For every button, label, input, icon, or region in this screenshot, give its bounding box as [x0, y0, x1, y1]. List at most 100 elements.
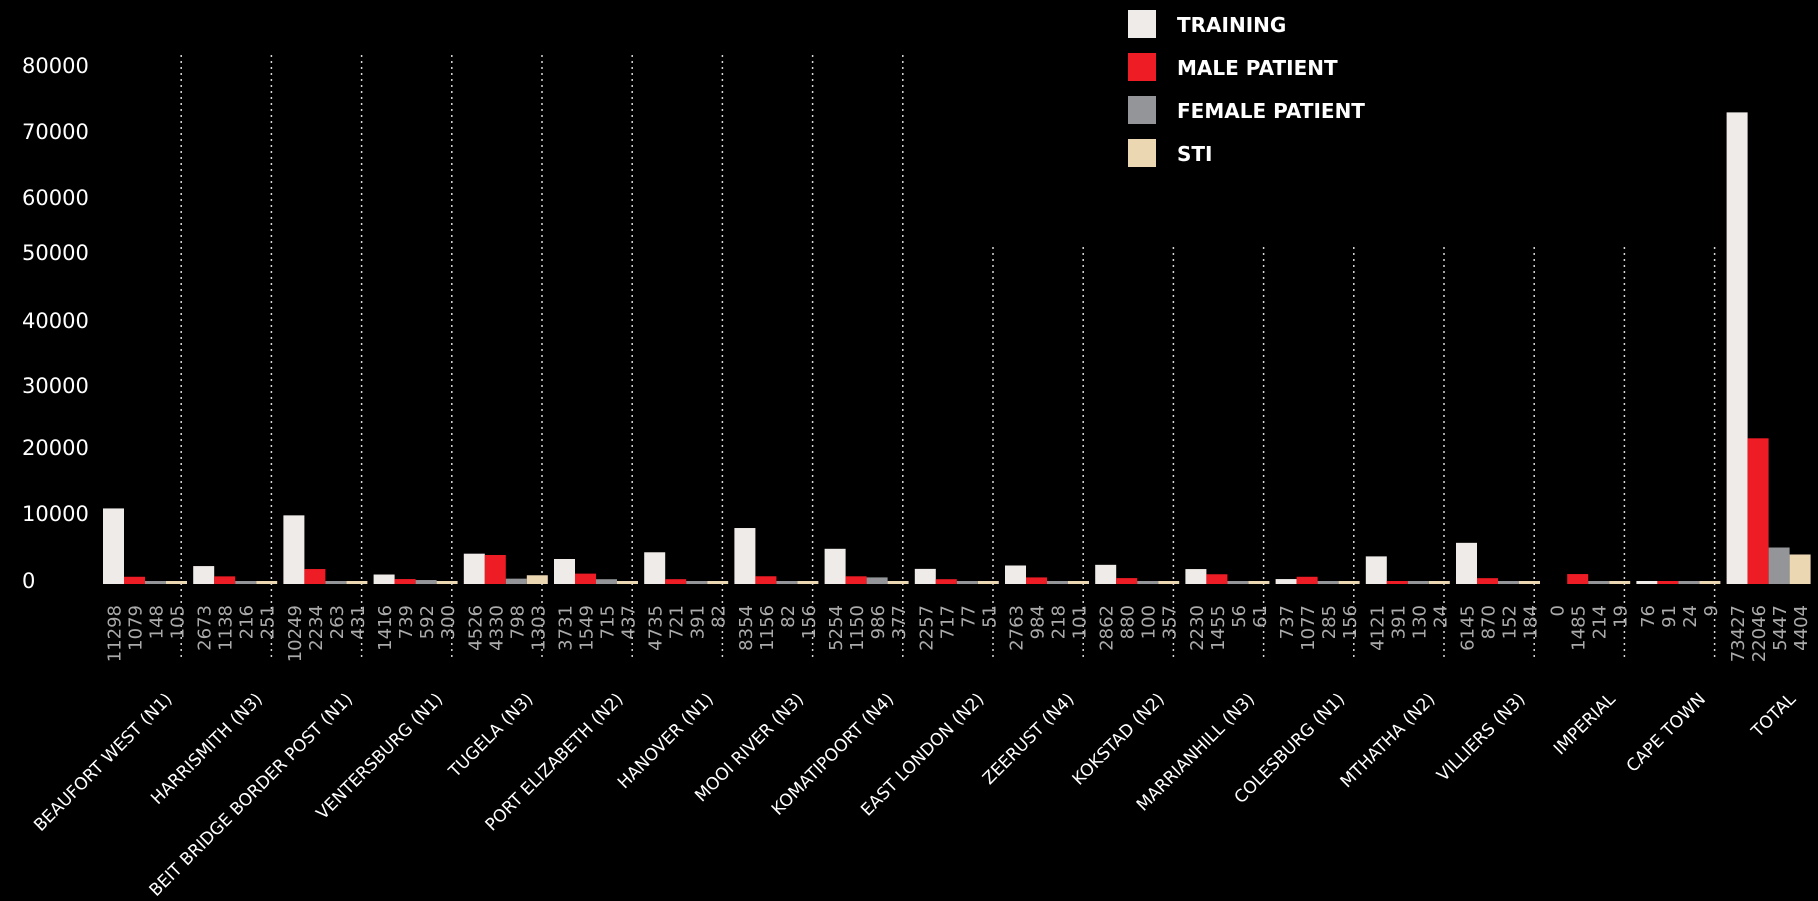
bar-male-patient [1386, 581, 1408, 584]
value-label: 1156 [757, 605, 778, 651]
bar-training [193, 566, 215, 584]
bar-male-patient [1026, 577, 1047, 584]
y-tick-label: 30000 [22, 374, 89, 398]
bar-female-patient [1137, 581, 1159, 584]
value-label: 798 [507, 605, 528, 639]
bar-female-patient [1047, 581, 1068, 584]
bar-sti [1158, 581, 1180, 584]
value-label: 717 [937, 605, 958, 639]
bar-female-patient [235, 581, 257, 584]
category-label: ZEERUST (N4) [979, 689, 1079, 789]
bar-female-patient [1588, 581, 1610, 584]
bar-male-patient [484, 554, 506, 584]
value-label: 24 [1430, 605, 1451, 628]
value-label: 1138 [216, 605, 237, 651]
y-tick-label: 20000 [22, 436, 89, 460]
bar-male-patient [304, 569, 326, 584]
value-label: 300 [438, 605, 459, 639]
legend-label: FEMALE PATIENT [1177, 99, 1365, 123]
value-label: 184 [1521, 605, 1542, 639]
category-label: BEIT BRIDGE BORDER POST (N1) [146, 689, 357, 897]
value-label: 1077 [1298, 605, 1319, 651]
bar-male-patient [575, 573, 596, 584]
value-label: 218 [1049, 605, 1070, 639]
value-label: 431 [348, 605, 369, 639]
bar-sti [256, 581, 278, 584]
value-label: 10249 [285, 605, 306, 662]
y-tick-label: 70000 [22, 120, 89, 144]
bar-training [554, 559, 575, 584]
bar-male-patient [1657, 581, 1679, 584]
value-label: 91 [1659, 605, 1680, 628]
bars [103, 112, 1811, 584]
bar-male-patient [214, 576, 236, 584]
value-label: 156 [1340, 605, 1361, 639]
bar-female-patient [1227, 581, 1249, 584]
value-label: 156 [799, 605, 820, 639]
value-label: 377 [889, 605, 910, 639]
bar-sti [1248, 581, 1270, 584]
bar-female-patient [1407, 581, 1429, 584]
bar-female-patient [1317, 581, 1339, 584]
value-labels: 11298 1079 148 105 2673 1138 216 251 10249 2234 26… [105, 605, 1813, 662]
value-label: 101 [1070, 605, 1091, 639]
value-label: 737 [1277, 605, 1298, 639]
value-label: 357 [1160, 605, 1181, 639]
bar-female-patient [1498, 581, 1519, 584]
bar-training [644, 552, 666, 584]
value-label: 437 [619, 605, 640, 639]
value-label: 1455 [1208, 605, 1229, 651]
legend-swatch [1128, 10, 1156, 38]
group-separators [180, 55, 1716, 660]
value-label: 5447 [1770, 605, 1791, 651]
value-label: 214 [1590, 605, 1611, 639]
bar-male-patient [124, 576, 145, 584]
value-label: 73427 [1728, 605, 1749, 662]
value-label: 9 [1701, 605, 1722, 616]
y-tick-label: 50000 [22, 241, 89, 265]
value-label: 2763 [1007, 605, 1028, 651]
value-label: 592 [417, 605, 438, 639]
bar-sti [166, 581, 187, 584]
legend-label: MALE PATIENT [1177, 56, 1338, 80]
bar-female-patient [1768, 547, 1790, 584]
bar-female-patient [1678, 581, 1700, 584]
value-label: 251 [258, 605, 279, 639]
bar-male-patient [1477, 578, 1498, 584]
value-label: 870 [1479, 605, 1500, 639]
bar-male-patient [845, 576, 867, 584]
bar-sti [346, 581, 368, 584]
bar-sti [1338, 581, 1360, 584]
bar-sti [1609, 581, 1631, 584]
bar-training [734, 528, 756, 584]
bar-training [1275, 579, 1297, 584]
value-label: 1485 [1569, 605, 1590, 651]
bar-training [1456, 542, 1477, 584]
value-label: 51 [979, 605, 1000, 628]
value-label: 739 [396, 605, 417, 639]
bar-training [1005, 565, 1026, 584]
bar-training [1095, 564, 1117, 584]
value-label: 19 [1611, 605, 1632, 628]
legend-swatch [1128, 53, 1156, 81]
bar-training [1726, 112, 1748, 584]
bar-sti [1068, 581, 1089, 584]
value-label: 148 [147, 605, 168, 639]
bar-training [1365, 556, 1387, 584]
bar-sti [526, 575, 548, 584]
bar-female-patient [866, 577, 888, 584]
y-tick-label: 10000 [22, 502, 89, 526]
value-label: 22046 [1749, 605, 1770, 662]
value-label: 1303 [528, 605, 549, 651]
bar-sti [1699, 581, 1721, 584]
value-label: 391 [1388, 605, 1409, 639]
value-label: 1150 [847, 605, 868, 651]
value-label: 130 [1409, 605, 1430, 639]
bar-male-patient [1206, 574, 1228, 584]
bar-male-patient [1567, 574, 1589, 584]
bar-training [1636, 581, 1658, 584]
value-label: 4735 [646, 605, 667, 651]
value-label: 2234 [306, 605, 327, 651]
bar-female-patient [686, 581, 708, 584]
